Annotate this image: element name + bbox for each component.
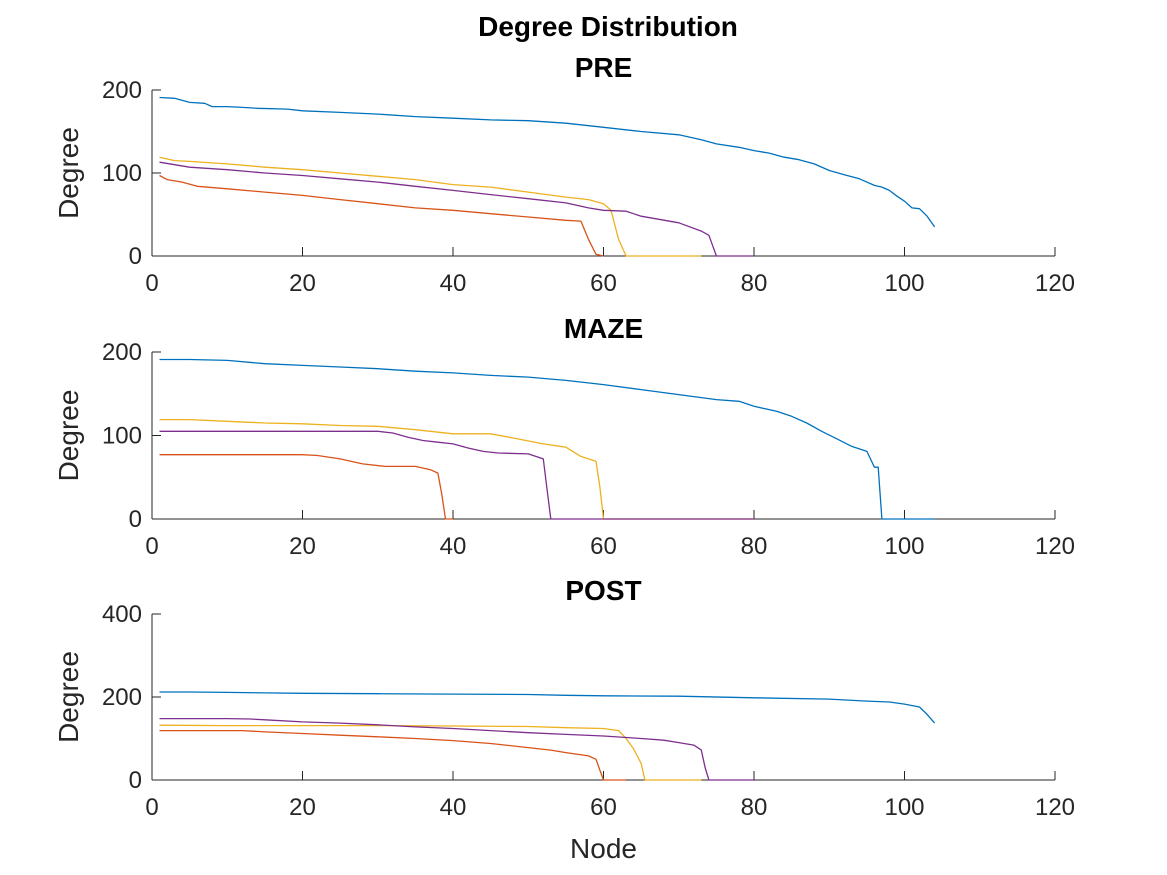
series-line-1 [159, 96, 936, 228]
x-tick-label: 0 [145, 270, 158, 297]
x-tick-label: 80 [741, 533, 768, 560]
series-line-2 [159, 454, 453, 520]
y-tick-label: 0 [129, 767, 142, 794]
x-tick-label: 40 [440, 794, 467, 821]
subplot-title: POST [565, 575, 641, 606]
y-tick-label: 200 [102, 77, 142, 104]
subplot-post: POST 0 20 40 60 80 100 120 0 200 400 Degree Node [53, 575, 1075, 864]
y-tick-label: 100 [102, 160, 142, 187]
y-tick-label: 0 [129, 243, 142, 270]
y-axis-label: Degree [53, 651, 84, 743]
y-tick-label: 0 [129, 506, 142, 533]
subplot-title: MAZE [564, 313, 643, 344]
series-line-4 [159, 430, 754, 520]
series-line-1 [159, 358, 935, 520]
series-line-1 [159, 691, 936, 724]
x-tick-label: 0 [145, 533, 158, 560]
subplot-maze: MAZE 0 20 40 60 80 100 120 0 100 200 Degree [53, 313, 1075, 560]
series-line-3 [159, 724, 702, 781]
y-tick-label: 400 [102, 601, 142, 628]
x-tick-label: 100 [884, 270, 924, 297]
x-tick-label: 60 [590, 533, 617, 560]
x-tick-label: 20 [289, 270, 316, 297]
x-tick-label: 20 [289, 533, 316, 560]
x-tick-label: 100 [884, 533, 924, 560]
y-axis-label: Degree [53, 127, 84, 219]
x-tick-label: 80 [741, 270, 768, 297]
series-line-2 [159, 729, 627, 781]
x-tick-label: 60 [590, 270, 617, 297]
subplot-pre: PRE 0 20 40 60 80 100 120 0 100 200 Degree [53, 52, 1075, 297]
x-tick-label: 0 [145, 794, 158, 821]
series-line-2 [159, 174, 604, 257]
x-tick-label: 120 [1035, 533, 1075, 560]
x-tick-label: 40 [440, 270, 467, 297]
x-tick-label: 80 [741, 794, 768, 821]
x-tick-label: 60 [590, 794, 617, 821]
figure-title: Degree Distribution [478, 11, 738, 42]
y-axis-label: Degree [53, 390, 84, 482]
series-line-4 [159, 161, 754, 257]
x-tick-label: 120 [1035, 794, 1075, 821]
series-line-4 [159, 717, 754, 781]
y-tick-label: 200 [102, 684, 142, 711]
subplot-title: PRE [575, 52, 633, 83]
x-tick-label: 120 [1035, 270, 1075, 297]
x-tick-label: 20 [289, 794, 316, 821]
series-line-3 [159, 418, 754, 520]
x-axis-label: Node [570, 833, 637, 864]
y-tick-label: 100 [102, 423, 142, 450]
y-tick-label: 200 [102, 339, 142, 366]
x-tick-label: 40 [440, 533, 467, 560]
series-line-3 [159, 156, 702, 257]
x-tick-label: 100 [884, 794, 924, 821]
